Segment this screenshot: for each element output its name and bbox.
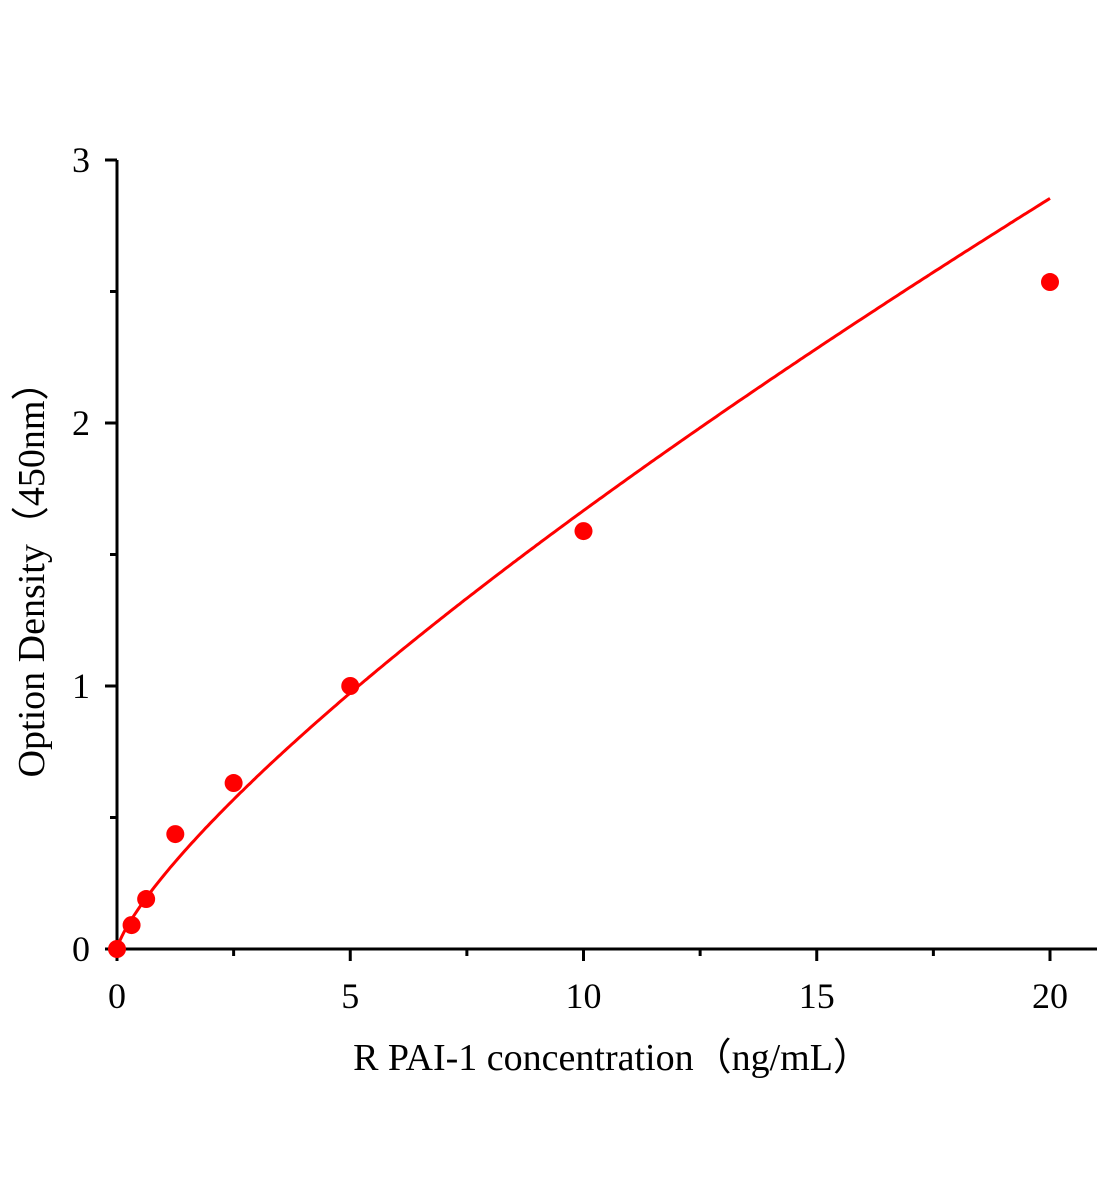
data-points	[108, 273, 1059, 958]
data-point	[224, 774, 243, 793]
x-tick-label: 15	[799, 976, 835, 1016]
axes: 0 5 10 15 20 0 1 2 3	[72, 140, 1097, 1016]
y-tick-label: 1	[72, 666, 90, 706]
y-tick-label: 3	[72, 140, 90, 180]
x-tick-label: 5	[341, 976, 359, 1016]
data-point	[137, 890, 156, 909]
data-point	[108, 940, 126, 958]
fit-curve	[115, 197, 1051, 950]
x-tick-label: 10	[566, 976, 602, 1016]
data-point	[1041, 273, 1059, 292]
data-point	[122, 916, 141, 935]
y-axis-label: Option Density（450nm）	[11, 363, 53, 778]
data-point	[166, 825, 185, 844]
y-tick-label: 2	[72, 403, 90, 443]
x-tick-label: 0	[108, 976, 126, 1016]
y-tick-label: 0	[72, 929, 90, 969]
data-point	[574, 522, 593, 541]
x-axis-label: R PAI-1 concentration（ng/mL）	[353, 1037, 871, 1079]
data-point	[341, 677, 360, 695]
x-tick-label: 20	[1032, 976, 1068, 1016]
fit-curve-group	[115, 197, 1051, 950]
